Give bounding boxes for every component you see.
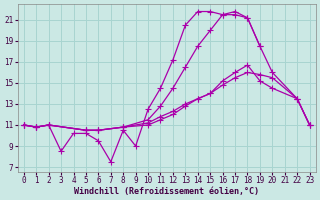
X-axis label: Windchill (Refroidissement éolien,°C): Windchill (Refroidissement éolien,°C): [74, 187, 259, 196]
